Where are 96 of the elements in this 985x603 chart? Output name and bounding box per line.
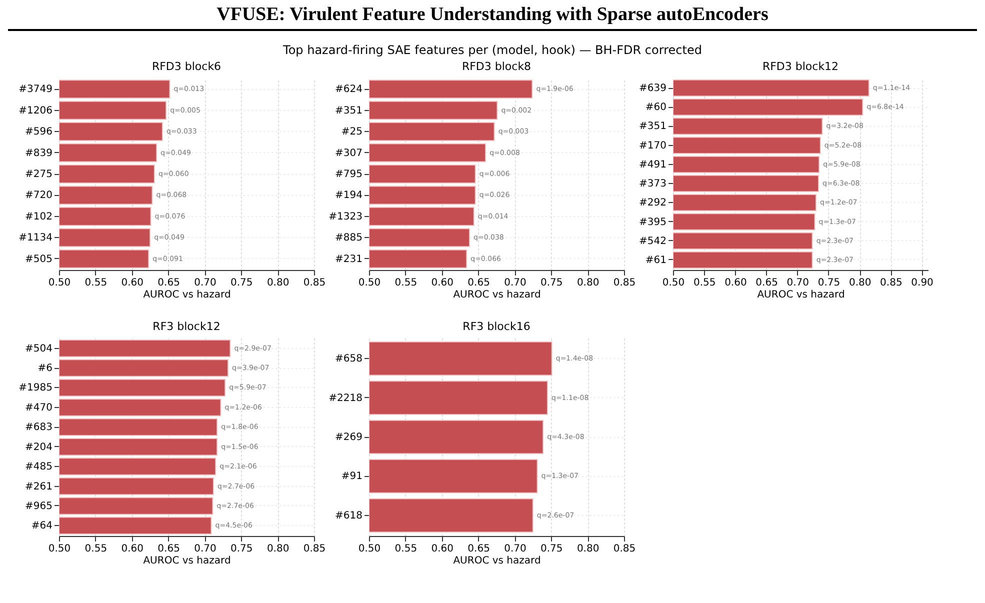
y-tick-label: #292 bbox=[639, 198, 666, 209]
y-tick-label: #2218 bbox=[328, 392, 362, 404]
x-tick-label: 0.50 bbox=[48, 544, 71, 554]
x-tick-label: 0.55 bbox=[394, 278, 418, 288]
y-tick-label: #658 bbox=[335, 354, 362, 365]
x-tick-label: 0.80 bbox=[576, 278, 600, 288]
y-tick-label: #307 bbox=[335, 148, 362, 159]
x-tick-label: 0.70 bbox=[194, 544, 216, 554]
x-tick-label: 0.50 bbox=[358, 544, 381, 554]
x-tick-label: 0.75 bbox=[818, 278, 840, 288]
y-tick-label: #504 bbox=[25, 343, 52, 354]
y-tick-label: #91 bbox=[341, 471, 362, 482]
x-tick-label: 0.75 bbox=[230, 544, 253, 554]
y-tick-label: #64 bbox=[31, 520, 52, 532]
x-tick-label: 0.90 bbox=[911, 278, 934, 288]
y-tick-label: #491 bbox=[639, 159, 666, 170]
x-axis-title: AUROC vs hazard bbox=[453, 290, 541, 300]
x-tick-label: 0.85 bbox=[303, 544, 326, 554]
y-tick-label: #373 bbox=[639, 178, 666, 190]
x-tick-label: 0.85 bbox=[613, 544, 636, 554]
y-tick-label: #261 bbox=[25, 481, 52, 492]
y-tick-label: #542 bbox=[639, 236, 666, 247]
x-tick-label: 0.50 bbox=[48, 278, 71, 288]
y-tick-label: #618 bbox=[335, 510, 362, 522]
x-tick-label: 0.85 bbox=[880, 278, 902, 288]
x-tick-label: 0.75 bbox=[230, 278, 253, 288]
y-tick-label: #231 bbox=[335, 254, 362, 265]
x-tick-label: 0.70 bbox=[504, 544, 526, 554]
y-tick-label: #102 bbox=[25, 211, 52, 222]
x-tick-label: 0.65 bbox=[158, 278, 180, 288]
x-tick-label: 0.65 bbox=[756, 278, 778, 288]
y-tick-label: #6 bbox=[38, 363, 52, 374]
x-tick-label: 0.70 bbox=[194, 278, 216, 288]
x-tick-label: 0.80 bbox=[576, 544, 600, 554]
y-tick-label: #1323 bbox=[328, 211, 362, 222]
x-axis-title: AUROC vs hazard bbox=[453, 556, 541, 566]
y-tick-label: #170 bbox=[639, 140, 666, 152]
x-tick-label: 0.80 bbox=[848, 278, 872, 288]
y-tick-label: #885 bbox=[335, 232, 362, 244]
y-tick-label: #269 bbox=[335, 432, 362, 443]
x-tick-label: 0.65 bbox=[158, 544, 180, 554]
y-tick-label: #839 bbox=[25, 148, 52, 159]
x-tick-label: 0.70 bbox=[504, 278, 526, 288]
y-tick-label: #720 bbox=[25, 190, 52, 202]
x-tick-label: 0.60 bbox=[121, 278, 144, 288]
chart-title: RF3 block16 bbox=[462, 320, 530, 333]
y-tick-label: #795 bbox=[335, 169, 362, 180]
x-tick-label: 0.75 bbox=[540, 278, 563, 288]
x-tick-label: 0.55 bbox=[394, 544, 418, 554]
y-tick-label: #485 bbox=[25, 462, 52, 473]
y-tick-label: #61 bbox=[645, 254, 666, 266]
x-tick-label: 0.75 bbox=[540, 544, 563, 554]
y-tick-label: #395 bbox=[639, 216, 666, 228]
x-tick-label: 0.50 bbox=[662, 278, 685, 288]
x-axis-title: AUROC vs hazard bbox=[143, 556, 231, 566]
y-tick-label: #351 bbox=[335, 105, 362, 116]
x-tick-label: 0.60 bbox=[121, 544, 144, 554]
text: Top hazard-firing SAE features per (model, hook) — BH-FDR corrected bbox=[282, 43, 703, 57]
y-tick-label: #1985 bbox=[18, 382, 52, 394]
x-tick-label: 0.70 bbox=[786, 278, 810, 288]
x-tick-label: 0.50 bbox=[358, 278, 381, 288]
y-tick-label: #25 bbox=[341, 126, 362, 138]
y-tick-label: #1206 bbox=[18, 105, 52, 116]
x-tick-label: 0.55 bbox=[84, 278, 108, 288]
x-tick-label: 0.60 bbox=[431, 544, 454, 554]
y-tick-label: #624 bbox=[335, 84, 362, 96]
y-tick-label: #3749 bbox=[18, 84, 52, 96]
y-tick-label: #194 bbox=[335, 190, 362, 202]
x-tick-label: 0.80 bbox=[266, 544, 290, 554]
x-tick-label: 0.55 bbox=[84, 544, 108, 554]
y-tick-label: #351 bbox=[639, 121, 666, 132]
y-tick-label: #1134 bbox=[18, 232, 52, 244]
y-tick-label: #639 bbox=[639, 83, 666, 94]
x-tick-label: 0.55 bbox=[693, 278, 716, 288]
y-tick-label: #683 bbox=[25, 422, 52, 434]
x-tick-label: 0.65 bbox=[468, 278, 490, 288]
chart-title: RFD3 block6 bbox=[152, 60, 222, 73]
y-tick-label: #596 bbox=[25, 126, 52, 138]
x-tick-label: 0.85 bbox=[303, 278, 326, 288]
y-tick-label: #204 bbox=[25, 442, 52, 453]
y-tick-label: #470 bbox=[25, 402, 52, 414]
chart-title: RF3 block12 bbox=[152, 320, 220, 333]
text: VFUSE: Virulent Feature Understanding with Sparse autoEncoders bbox=[8, 4, 977, 31]
x-axis-title: AUROC vs hazard bbox=[143, 290, 231, 300]
x-tick-label: 0.85 bbox=[613, 278, 636, 288]
x-tick-label: 0.65 bbox=[468, 544, 490, 554]
y-tick-label: #275 bbox=[25, 169, 52, 180]
y-tick-label: #505 bbox=[25, 254, 52, 265]
x-tick-label: 0.60 bbox=[724, 278, 747, 288]
x-axis-title: AUROC vs hazard bbox=[757, 290, 845, 300]
x-tick-label: 0.60 bbox=[431, 278, 454, 288]
y-tick-label: #60 bbox=[645, 102, 666, 114]
chart-title: RFD3 block12 bbox=[762, 60, 839, 73]
y-tick-label: #965 bbox=[25, 500, 52, 512]
chart-title: RFD3 block8 bbox=[462, 60, 532, 73]
x-tick-label: 0.80 bbox=[266, 278, 290, 288]
